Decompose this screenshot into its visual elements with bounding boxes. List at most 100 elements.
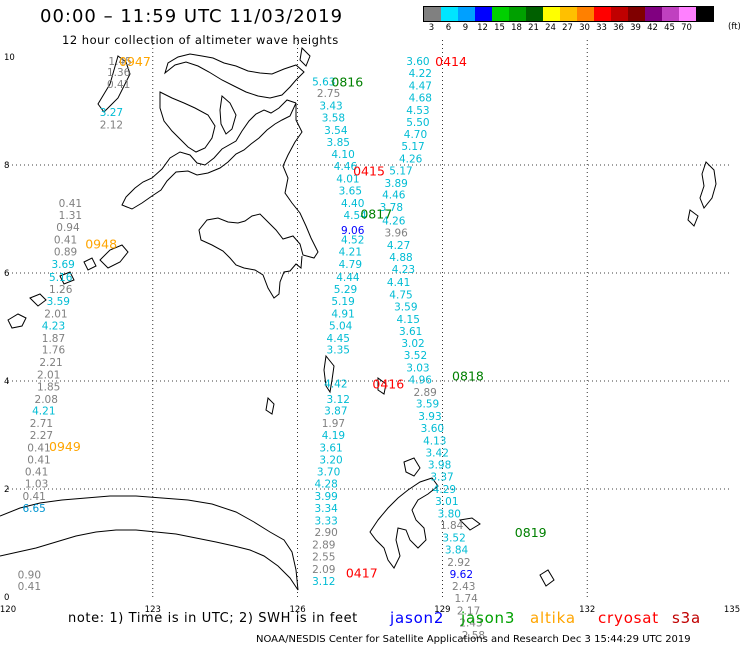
legend-swatch-label: 33 (596, 23, 607, 33)
pass-time-label: 0819 (515, 525, 547, 540)
legend-swatch-label: 24 (545, 23, 556, 33)
swh-value: 3.03 (406, 363, 429, 375)
coastline-morotai (403, 457, 421, 477)
swh-value: 3.80 (438, 508, 461, 520)
coastline-obi (458, 517, 481, 531)
legend-swatch-label: 36 (613, 23, 624, 33)
color-legend (423, 6, 714, 22)
legend-swatch (628, 7, 645, 21)
y-tick-label: 0 (4, 593, 9, 603)
swh-value: 4.91 (331, 309, 354, 321)
coastline-talaud (377, 377, 387, 395)
swh-value: 4.52 (341, 235, 364, 247)
legend-swatch (577, 7, 594, 21)
legend-swatch-label: 39 (630, 23, 641, 33)
swh-value: 2.01 (37, 370, 60, 382)
swh-value: 1.45 (108, 56, 131, 68)
y-tick-label: 6 (4, 269, 9, 279)
swh-value: 3.42 (426, 447, 449, 459)
legend-swatch (679, 7, 696, 21)
y-tick-label: 2 (4, 485, 9, 495)
coastline (0, 46, 717, 591)
swh-value: 4.27 (387, 240, 410, 252)
swh-value: 4.70 (404, 129, 427, 141)
swh-value: 4.13 (423, 435, 446, 447)
mission-label-jason3: jason3 (461, 609, 516, 627)
swh-value: 0.41 (59, 198, 82, 210)
coastline-palau-2 (687, 209, 699, 227)
coastline-sulawesi (0, 495, 299, 591)
swh-value: 2.71 (30, 418, 53, 430)
swh-value: 4.40 (341, 198, 364, 210)
swh-value: 0.89 (54, 246, 77, 258)
swh-value: 3.52 (442, 533, 465, 545)
swh-value: 2.92 (447, 557, 470, 569)
swh-value: 2.21 (39, 357, 62, 369)
legend-swatch (611, 7, 628, 21)
y-tick-label: 4 (4, 377, 9, 387)
swh-value: 2.17 (457, 606, 480, 618)
swh-value: 3.20 (319, 454, 342, 466)
swh-value: 4.21 (339, 246, 362, 258)
swh-value: 9.06 (341, 225, 365, 237)
pass-time-labels: 0947 0948 0949 0816 0817 0818 0819 0414 0415 0416… (49, 54, 547, 581)
legend-swatch (543, 7, 560, 21)
swh-value: 1.03 (25, 479, 48, 491)
swh-value: 2.75 (317, 88, 340, 100)
coastline-sulu-4 (83, 257, 97, 271)
pass-time-label: 0816 (331, 74, 363, 89)
legend-swatch-label: 12 (477, 23, 488, 33)
coastline-raja (539, 569, 555, 587)
note-text: note: 1) Time is in UTC; 2) SWH is in fe… (68, 611, 358, 626)
legend-unit: (ft) (728, 22, 740, 32)
swh-labels: 1.451.360.413.272.120.411.310.940.410.89… (18, 56, 485, 642)
coastline-palau (699, 161, 717, 209)
swh-value: 2.01 (44, 309, 67, 321)
swh-value: 3.59 (416, 399, 439, 411)
swh-value: 5.16 (49, 272, 73, 284)
legend-swatch-label: 21 (528, 23, 539, 33)
swh-value: 0.41 (25, 467, 48, 479)
swh-value: 3.61 (319, 442, 342, 454)
mission-label-jason2: jason2 (390, 609, 445, 627)
legend-swatch-label: 45 (664, 23, 675, 33)
swh-value: 3.70 (317, 467, 340, 479)
swh-value: 4.88 (389, 252, 412, 264)
swh-value: 5.63 (312, 76, 335, 88)
swh-value: 0.94 (56, 222, 80, 234)
swh-value: 1.97 (322, 418, 345, 430)
swh-value: 2.55 (312, 552, 335, 564)
map-subtitle: 12 hour collection of altimeter wave hei… (62, 33, 339, 47)
swh-value: 3.59 (47, 296, 70, 308)
legend-swatch (492, 7, 509, 21)
lat-lon-grid (8, 40, 732, 597)
swh-value: 3.93 (418, 411, 441, 423)
swh-value: 1.26 (49, 284, 73, 296)
swh-value: 4.42 (324, 379, 347, 391)
legend-swatch (475, 7, 492, 21)
swh-value: 4.19 (322, 430, 345, 442)
swh-value: 1.84 (440, 520, 464, 532)
coastline-samar-tip (299, 46, 311, 67)
swh-value: 2.89 (413, 387, 436, 399)
swh-value: 9.62 (450, 569, 473, 581)
pass-time-label: 0817 (360, 207, 392, 222)
pass-time-label: 0417 (346, 566, 378, 581)
swh-value: 1.74 (454, 593, 478, 605)
swh-value: 1.31 (59, 210, 82, 222)
swh-value: 4.10 (331, 149, 354, 161)
pass-time-label: 0947 (119, 54, 151, 69)
coastline-palawan-tip (97, 55, 131, 113)
swh-value: 4.21 (32, 406, 55, 418)
swh-value: 5.17 (401, 141, 424, 153)
swh-value: 0.41 (54, 235, 77, 247)
swh-value: 3.60 (406, 56, 429, 68)
swh-value: 0.41 (27, 454, 50, 466)
mission-label-s3a: s3a (672, 609, 701, 627)
mission-label-cryosat: cryosat (598, 609, 659, 627)
x-tick-label: 126 (289, 605, 305, 615)
swh-value: 2.09 (312, 564, 335, 576)
swh-value: 4.96 (409, 374, 433, 386)
x-tick-label: 129 (434, 605, 450, 615)
swh-value: 1.85 (37, 381, 60, 393)
